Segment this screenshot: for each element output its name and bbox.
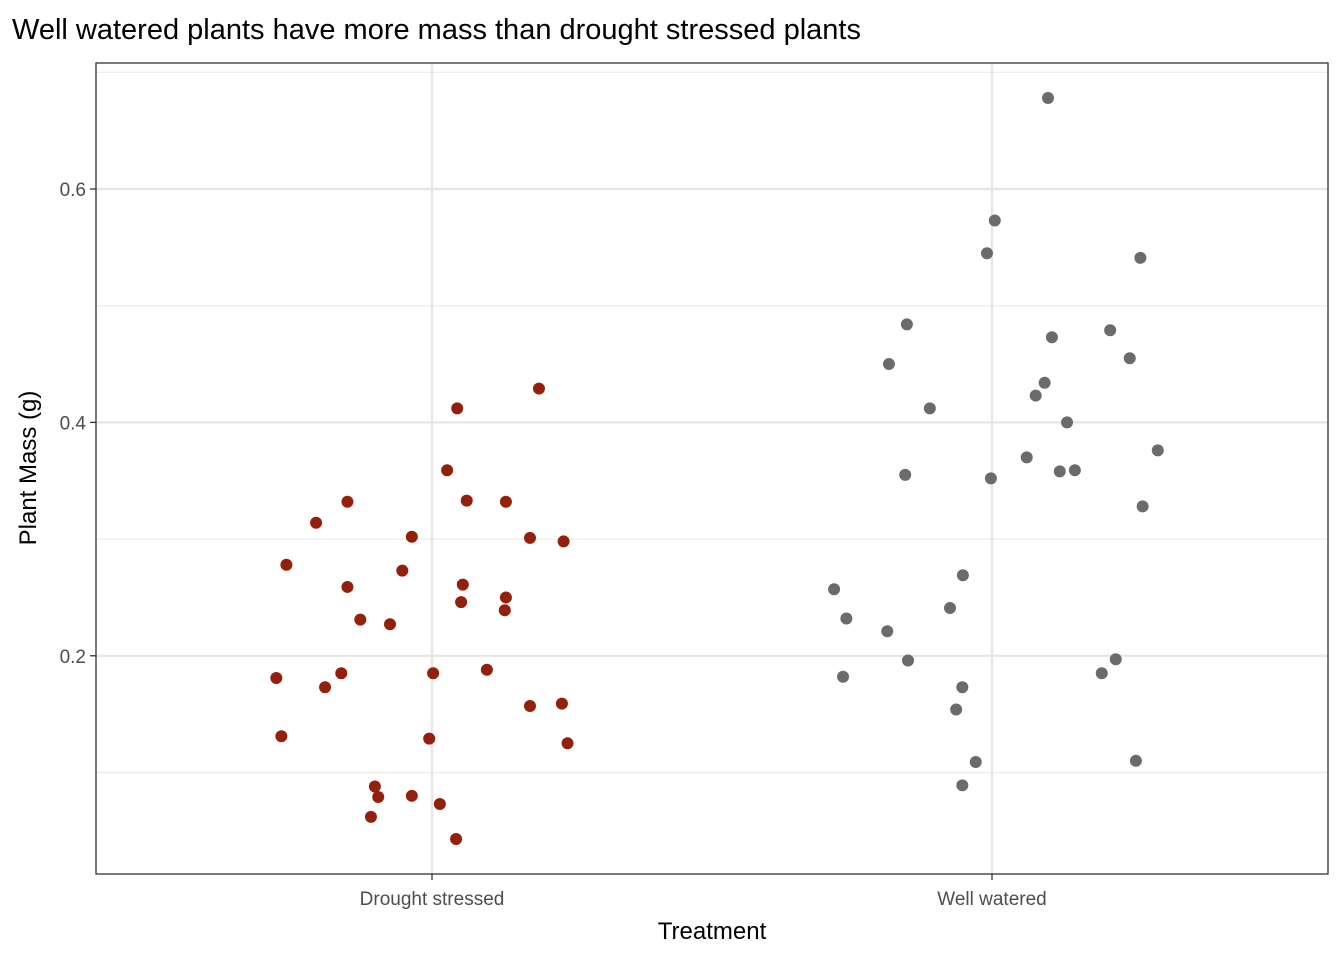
data-point [499, 495, 512, 508]
data-point [899, 468, 912, 481]
x-axis-title: Treatment [658, 918, 767, 945]
data-point [956, 569, 969, 582]
data-point [310, 516, 323, 529]
data-point [450, 832, 463, 845]
data-point [837, 670, 850, 683]
data-point [1038, 376, 1051, 389]
data-point [405, 789, 418, 802]
y-axis-title: Plant Mass (g) [15, 391, 42, 546]
plot-panel-background [96, 63, 1328, 874]
data-point [524, 531, 536, 544]
data-point [499, 591, 512, 604]
data-point [372, 790, 385, 803]
data-point [480, 663, 493, 676]
data-point [956, 779, 969, 792]
data-point [335, 667, 348, 680]
data-point [423, 732, 436, 745]
data-point [1068, 464, 1081, 477]
data-point [956, 681, 969, 694]
data-point [1029, 389, 1042, 402]
data-point [923, 402, 936, 415]
data-point [1042, 92, 1054, 105]
data-point [341, 495, 354, 508]
data-point [1045, 331, 1058, 344]
data-point [882, 358, 895, 371]
data-point [384, 618, 396, 631]
chart-title: Well watered plants have more mass than … [12, 14, 861, 46]
data-point [319, 681, 332, 694]
data-point [368, 780, 381, 793]
y-tick-label: 0.4 [60, 413, 87, 434]
data-point [460, 494, 473, 507]
data-point [1109, 653, 1122, 666]
series-drought-stressed [270, 382, 574, 845]
data-point [900, 318, 913, 331]
series-well-watered [828, 92, 1164, 792]
data-point [280, 558, 293, 571]
data-point [969, 755, 982, 768]
data-point [270, 671, 283, 684]
data-point [1123, 352, 1136, 365]
data-point [561, 737, 574, 750]
x-tick-label-well-watered: Well watered [937, 889, 1046, 910]
data-point [1061, 416, 1074, 429]
data-point [840, 612, 853, 625]
data-point [950, 703, 963, 716]
data-point [1095, 667, 1108, 680]
data-point [557, 535, 570, 548]
data-point [433, 797, 446, 810]
data-point [944, 601, 956, 614]
data-point [902, 654, 914, 667]
data-point [275, 730, 288, 743]
data-point [427, 667, 440, 680]
data-point [364, 810, 377, 823]
y-tick-label: 0.6 [60, 180, 86, 201]
data-point [1136, 500, 1149, 513]
data-points [270, 92, 1164, 845]
data-point [1134, 251, 1147, 264]
plot-panel-border [95, 62, 1329, 875]
gridlines [96, 63, 1328, 874]
data-point [455, 596, 468, 609]
data-point [498, 604, 511, 617]
data-point [341, 580, 354, 593]
data-point [988, 214, 1001, 227]
data-point [396, 564, 409, 577]
y-tick-label: 0.2 [60, 647, 86, 668]
data-point [984, 472, 997, 485]
x-axis: Drought stressed Well watered [360, 874, 1047, 910]
data-point [1020, 451, 1033, 464]
data-point [532, 382, 545, 395]
data-point [881, 625, 894, 638]
data-point [456, 578, 469, 591]
data-point [1151, 444, 1164, 457]
data-point [354, 613, 367, 626]
data-point [828, 583, 841, 596]
y-axis: 0.2 0.4 0.6 [60, 180, 96, 668]
data-point [405, 530, 418, 543]
data-point [524, 699, 536, 712]
data-point [1129, 754, 1142, 767]
data-point [980, 247, 993, 260]
data-point [555, 697, 568, 710]
x-tick-label-drought-stressed: Drought stressed [360, 889, 505, 910]
data-point [451, 402, 464, 415]
data-point [1104, 324, 1117, 337]
data-point [441, 464, 454, 477]
data-point [1053, 465, 1066, 478]
